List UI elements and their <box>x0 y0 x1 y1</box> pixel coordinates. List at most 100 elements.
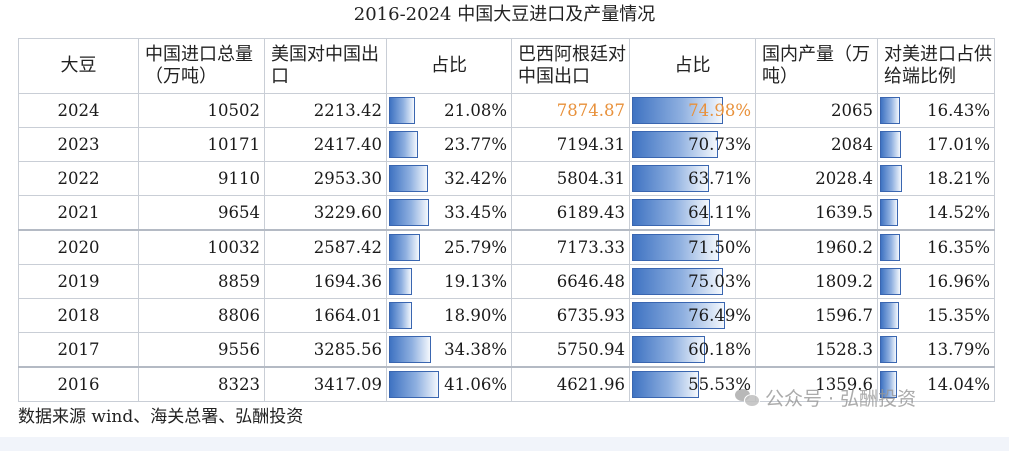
br-share-cell-value: 74.98% <box>688 101 751 120</box>
header-soybean: 大豆 <box>18 38 139 94</box>
import-total-cell: 10171 <box>138 127 265 162</box>
us-share-cell-bar <box>389 97 415 124</box>
br-export-cell: 4621.96 <box>511 366 630 402</box>
us-export-cell-value: 1664.01 <box>313 306 382 325</box>
table-header-row: 大豆 中国进口总量（万吨） 美国对中国出口 占比 巴西阿根廷对中国出口 占比 国… <box>18 38 995 94</box>
year-cell: 2020 <box>18 229 139 265</box>
us-share-cell-bar <box>389 371 439 398</box>
year-cell: 2017 <box>18 332 139 368</box>
us-share-cell-bar <box>389 336 431 363</box>
year-cell-value: 2017 <box>57 340 100 359</box>
br-share-cell: 55.53% <box>629 366 756 402</box>
br-share-cell: 75.03% <box>629 264 756 299</box>
import-total-cell-value: 8806 <box>218 306 260 325</box>
br-export-cell: 7173.33 <box>511 229 630 265</box>
watermark-text: 公众号 · 弘酬投资 <box>765 387 917 410</box>
us-share-cell-bar <box>389 165 428 192</box>
br-export-cell: 6646.48 <box>511 264 630 299</box>
us-supply-share-cell-value: 16.96% <box>927 272 990 291</box>
br-export-cell-value: 5804.31 <box>556 169 625 188</box>
import-total-cell: 8859 <box>138 264 265 299</box>
table-row: 2017 9556 3285.56 34.38% 5750.94 60.18% 1528.3… <box>18 332 995 368</box>
year-cell-value: 2016 <box>57 375 100 394</box>
us-supply-share-cell: 16.35% <box>877 229 995 265</box>
us-export-cell-value: 3417.09 <box>313 375 382 394</box>
domestic-output-cell-value: 2084 <box>831 135 873 154</box>
domestic-output-cell: 2028.4 <box>755 161 878 196</box>
domestic-output-cell-value: 2065 <box>831 101 873 120</box>
table-row: 2023 10171 2417.40 23.77% 7194.31 70.73% 2084 1… <box>18 127 995 162</box>
domestic-output-cell-value: 1359.6 <box>815 375 873 394</box>
br-share-cell: 64.11% <box>629 195 756 231</box>
us-export-cell: 3229.60 <box>264 195 387 231</box>
us-share-cell-value: 25.79% <box>444 238 507 257</box>
domestic-output-cell: 2065 <box>755 93 878 128</box>
year-cell: 2018 <box>18 298 139 333</box>
us-supply-share-cell: 14.52% <box>877 195 995 231</box>
us-supply-share-cell: 17.01% <box>877 127 995 162</box>
us-supply-share-cell-value: 17.01% <box>927 135 990 154</box>
import-total-cell: 10502 <box>138 93 265 128</box>
footer-strip <box>0 437 1009 451</box>
domestic-output-cell: 1809.2 <box>755 264 878 299</box>
domestic-output-cell: 1359.6 <box>755 366 878 402</box>
us-export-cell: 2587.42 <box>264 229 387 265</box>
us-export-cell: 2213.42 <box>264 93 387 128</box>
us-share-cell-value: 33.45% <box>444 203 507 222</box>
us-share-cell: 32.42% <box>386 161 512 196</box>
us-supply-share-cell-bar <box>880 165 902 192</box>
br-export-cell: 6735.93 <box>511 298 630 333</box>
br-share-cell: 74.98% <box>629 93 756 128</box>
table-row: 2020 10032 2587.42 25.79% 7173.33 71.50% 1960.… <box>18 229 995 265</box>
us-share-cell: 41.06% <box>386 366 512 402</box>
header-brazil-argentina-share: 占比 <box>629 38 756 94</box>
table-row: 2016 8323 3417.09 41.06% 4621.96 55.53% 1359.6… <box>18 366 995 402</box>
us-supply-share-cell-value: 14.52% <box>927 203 990 222</box>
br-share-cell-value: 76.49% <box>688 306 751 325</box>
br-share-cell-value: 63.71% <box>688 169 751 188</box>
year-cell: 2016 <box>18 366 139 402</box>
year-cell: 2024 <box>18 93 139 128</box>
br-export-cell: 7194.31 <box>511 127 630 162</box>
import-total-cell: 9556 <box>138 332 265 368</box>
header-brazil-argentina-export: 巴西阿根廷对中国出口 <box>511 38 630 94</box>
source-note: 数据来源 wind、海关总署、弘酬投资 <box>18 407 304 427</box>
year-cell-value: 2020 <box>57 238 100 257</box>
year-cell-value: 2018 <box>57 306 100 325</box>
us-export-cell-value: 1694.36 <box>313 272 382 291</box>
header-us-supply-ratio: 对美进口占供给端比例 <box>877 38 995 94</box>
domestic-output-cell: 1596.7 <box>755 298 878 333</box>
br-share-cell-bar <box>632 302 725 329</box>
domestic-output-cell-value: 1960.2 <box>815 238 873 257</box>
table-row: 2022 9110 2953.30 32.42% 5804.31 63.71% 2028.4… <box>18 161 995 196</box>
br-share-cell-value: 75.03% <box>688 272 751 291</box>
us-supply-share-cell-bar <box>880 199 898 226</box>
br-share-cell: 71.50% <box>629 229 756 265</box>
us-export-cell: 1664.01 <box>264 298 387 333</box>
us-export-cell: 2417.40 <box>264 127 387 162</box>
import-total-cell-value: 10171 <box>207 135 261 154</box>
header-import-total: 中国进口总量（万吨） <box>138 38 265 94</box>
br-share-cell-bar <box>632 131 718 158</box>
table-row: 2021 9654 3229.60 33.45% 6189.43 64.11% 1639.5… <box>18 195 995 231</box>
br-export-cell: 5750.94 <box>511 332 630 368</box>
us-supply-share-cell-bar <box>880 371 897 398</box>
br-share-cell-value: 71.50% <box>688 238 751 257</box>
domestic-output-cell: 1960.2 <box>755 229 878 265</box>
us-share-cell: 19.13% <box>386 264 512 299</box>
br-export-cell: 7874.87 <box>511 93 630 128</box>
domestic-output-cell-value: 1596.7 <box>815 306 873 325</box>
import-total-cell-value: 8323 <box>218 375 260 394</box>
us-share-cell-value: 32.42% <box>444 169 507 188</box>
header-us-export: 美国对中国出口 <box>264 38 387 94</box>
domestic-output-cell-value: 1528.3 <box>815 340 873 359</box>
br-share-cell-bar <box>632 97 723 124</box>
us-supply-share-cell-bar <box>880 131 901 158</box>
us-supply-share-cell: 16.96% <box>877 264 995 299</box>
year-cell: 2023 <box>18 127 139 162</box>
us-share-cell-bar <box>389 268 412 295</box>
br-share-cell-bar <box>632 165 709 192</box>
us-export-cell: 3285.56 <box>264 332 387 368</box>
table-row: 2018 8806 1664.01 18.90% 6735.93 76.49% 1596.7… <box>18 298 995 333</box>
import-total-cell-value: 10032 <box>207 238 261 257</box>
